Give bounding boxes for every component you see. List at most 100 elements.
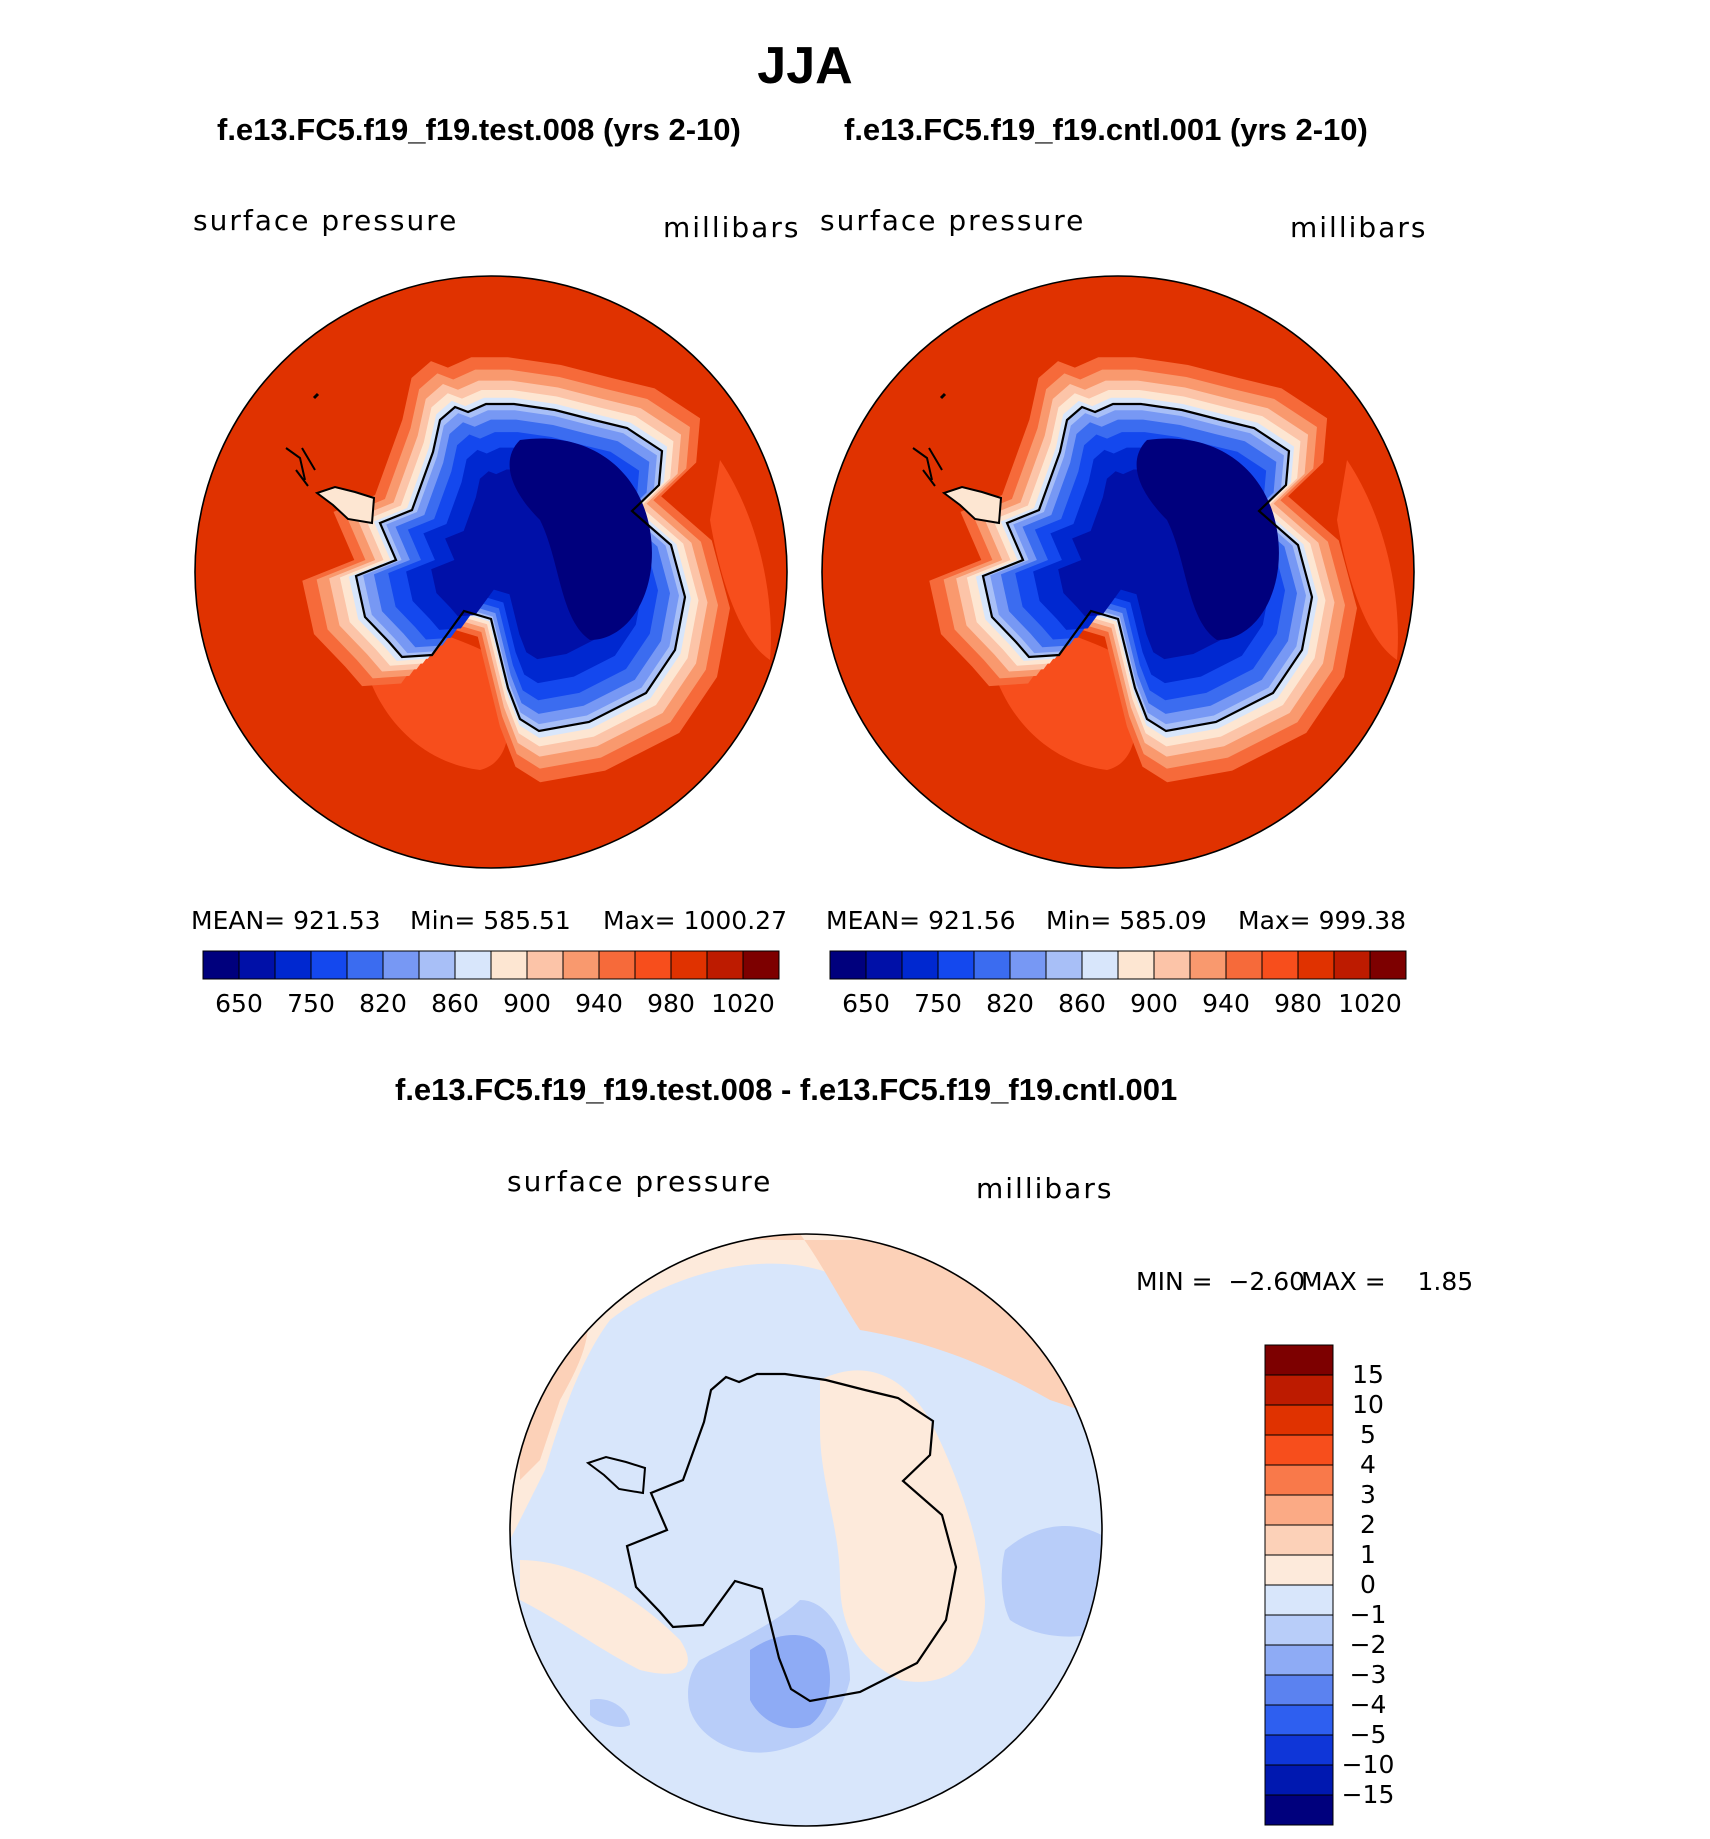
colorbar-tick-label: 10 (1352, 1390, 1384, 1419)
page-title: JJA (757, 37, 853, 95)
panel1-mean: MEAN= 921.53 (191, 906, 381, 935)
colorbar-tick-label: −10 (1342, 1750, 1395, 1779)
panel2-min: Min= 585.09 (1046, 906, 1207, 935)
colorbar-tick-label: 1020 (1338, 989, 1402, 1018)
colorbar-tick-label: −5 (1350, 1720, 1387, 1749)
map-border (821, 275, 1415, 869)
colorbar-tick-label: 940 (1202, 989, 1250, 1018)
continental-positive (820, 1370, 985, 1682)
colorbar-tick-label: −4 (1350, 1690, 1387, 1719)
diff-max: MAX = 1.85 (1301, 1267, 1474, 1296)
colorbar-swatch (1264, 1554, 1334, 1586)
colorbar-swatch (865, 950, 903, 980)
colorbar-swatch (1264, 1644, 1334, 1676)
map-panel-3 (510, 1234, 1102, 1826)
panel2-variable-label: surface pressure (820, 204, 1086, 237)
colorbar-swatch (706, 950, 744, 980)
diff-units-label: millibars (976, 1172, 1114, 1205)
colorbar-swatch (1264, 1404, 1334, 1436)
plateau-minimum (1136, 438, 1279, 640)
map-border (194, 275, 788, 869)
colorbar-swatch (829, 950, 867, 980)
colorbar-swatch (1264, 1764, 1334, 1796)
colorbar-swatch (1117, 950, 1155, 980)
panel1-title: f.e13.FC5.f19_f19.test.008 (yrs 2-10) (217, 112, 741, 147)
diff-background (510, 1234, 1102, 1826)
colorbar-swatch (202, 950, 240, 980)
colorbar-swatch (1264, 1524, 1334, 1556)
colorbar-swatch (1153, 950, 1191, 980)
colorbar-swatch (418, 950, 456, 980)
colorbar-swatch (490, 950, 528, 980)
colorbar-swatch (634, 950, 672, 980)
colorbar-swatch (1045, 950, 1083, 980)
colorbar-swatch (1081, 950, 1119, 980)
panel1-min: Min= 585.51 (410, 906, 571, 935)
islands (912, 447, 943, 487)
colorbar-tick-label: −15 (1342, 1780, 1395, 1809)
colorbar-tick-label: 3 (1360, 1480, 1376, 1509)
positive-patch (520, 1560, 688, 1674)
colorbar-swatch (1264, 1374, 1334, 1406)
panel1-max: Max= 1000.27 (603, 906, 787, 935)
colorbar-swatch (382, 950, 420, 980)
colorbar-tick-label: 940 (575, 989, 623, 1018)
map-border (509, 1233, 1103, 1827)
colorbar-swatch (1225, 950, 1263, 980)
colorbar-1: 650 750 820 860 900 940 980 1020 (202, 950, 780, 1018)
colorbar-swatch (598, 950, 636, 980)
colorbar-swatch (1264, 1734, 1334, 1766)
colorbar-tick-label: 5 (1360, 1420, 1376, 1449)
map-panel-1 (195, 276, 787, 868)
colorbar-tick-label: −3 (1350, 1660, 1387, 1689)
colorbar-swatch (454, 950, 492, 980)
colorbar-tick-label: 750 (287, 989, 335, 1018)
negative-core (750, 1635, 830, 1729)
colorbar-swatch (1264, 1494, 1334, 1526)
panel2-mean: MEAN= 921.56 (826, 906, 1016, 935)
colorbar-swatch (670, 950, 708, 980)
colorbar-swatch (1264, 1674, 1334, 1706)
colorbar-swatch (1264, 1794, 1334, 1826)
colorbar-swatch (1264, 1464, 1334, 1496)
high-corner (200, 276, 250, 330)
high-corner (827, 276, 877, 330)
panel1-variable-label: surface pressure (193, 204, 459, 237)
colorbar-swatch (1297, 950, 1335, 980)
negative-patch (590, 1699, 630, 1727)
panel2-max: Max= 999.38 (1238, 906, 1407, 935)
colorbar-tick-label: 4 (1360, 1450, 1376, 1479)
colorbar-swatch (1264, 1344, 1334, 1376)
colorbar-swatch (937, 950, 975, 980)
colorbar-tick-label: −2 (1350, 1630, 1387, 1659)
colorbar-tick-label: 15 (1352, 1360, 1384, 1389)
colorbar-swatch (1369, 950, 1407, 980)
map-panel-2 (822, 276, 1414, 868)
diff-min: MIN = −2.60 (1136, 1267, 1306, 1296)
colorbar-swatch (1009, 950, 1047, 980)
colorbar-tick-label: 750 (914, 989, 962, 1018)
diff-title: f.e13.FC5.f19_f19.test.008 - f.e13.FC5.f… (395, 1072, 1178, 1107)
colorbar-swatch (1264, 1434, 1334, 1466)
colorbar-swatch (274, 950, 312, 980)
colorbar-tick-label: 650 (842, 989, 890, 1018)
colorbar-swatch (562, 950, 600, 980)
colorbar-2: 650 750 820 860 900 940 980 1020 (829, 950, 1407, 1018)
colorbar-swatch (1189, 950, 1227, 980)
colorbar-swatch (310, 950, 348, 980)
colorbar-tick-label: 900 (1130, 989, 1178, 1018)
diff-variable-label: surface pressure (507, 1165, 773, 1198)
map-field-2 (822, 276, 1414, 868)
high-lobe (710, 460, 771, 660)
colorbar-tick-label: 860 (431, 989, 479, 1018)
colorbar-tick-label: 0 (1360, 1570, 1376, 1599)
colorbar-swatch (901, 950, 939, 980)
colorbar-tick-label: 980 (1274, 989, 1322, 1018)
colorbar-tick-label: 900 (503, 989, 551, 1018)
colorbar-tick-label: 2 (1360, 1510, 1376, 1539)
colorbar-tick-label: 1020 (711, 989, 775, 1018)
colorbar-tick-label: 650 (215, 989, 263, 1018)
colorbar-swatch (1261, 950, 1299, 980)
